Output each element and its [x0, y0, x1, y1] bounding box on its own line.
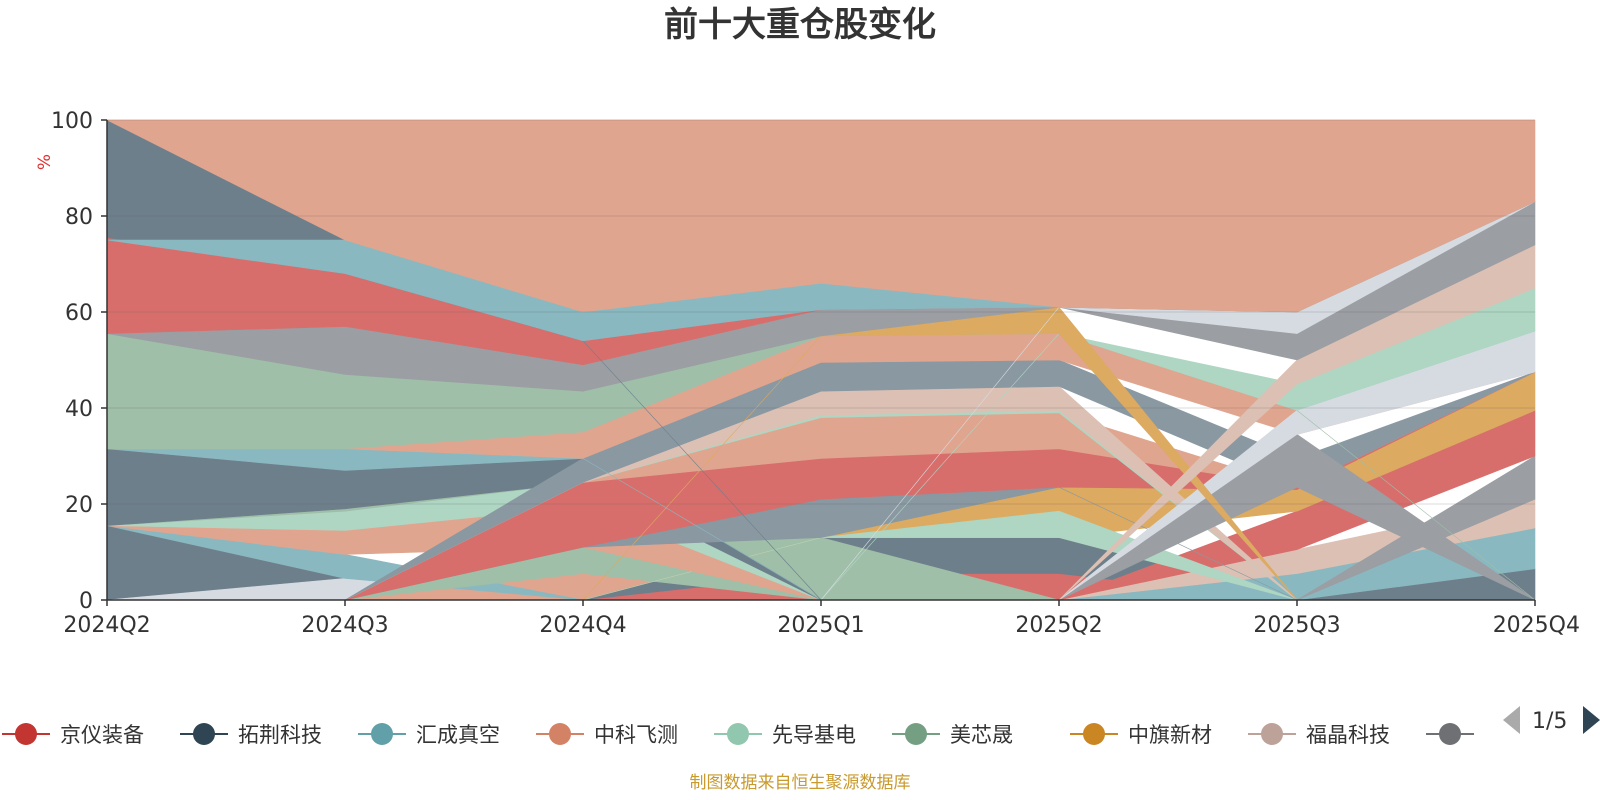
legend-label: 先导基电 [772, 723, 856, 747]
legend-prev-icon[interactable] [1503, 706, 1520, 734]
x-tick-label: 2024Q3 [301, 613, 388, 638]
x-tick-label: 2025Q4 [1493, 613, 1580, 638]
legend-item[interactable]: 汇成真空 [358, 723, 500, 747]
legend-item[interactable]: 京仪装备 [2, 723, 144, 747]
legend-circle-marker [549, 723, 571, 745]
x-tick-label: 2024Q2 [63, 613, 150, 638]
legend-circle-marker [15, 723, 37, 745]
data-source-footer: 制图数据来自恒生聚源数据库 [690, 773, 911, 793]
y-tick-label: 40 [65, 397, 93, 422]
area-bands [106, 119, 1536, 601]
legend-item[interactable]: 拓荆科技 [180, 723, 322, 747]
legend-label: 美芯晟 [950, 723, 1013, 747]
legend-label: 拓荆科技 [238, 723, 322, 747]
legend-circle-marker [1083, 723, 1105, 745]
legend-circle-marker [1439, 723, 1461, 745]
y-tick-label: 60 [65, 301, 93, 326]
legend: 京仪装备 拓荆科技 汇成真空 中科飞测 先导基电 美芯晟 中旗新材 福晶科技 芯源微 1/5 [2, 706, 1600, 747]
legend-item[interactable]: 芯源微 [1426, 723, 1547, 747]
chart-title: 前十大重仓股变化 [664, 5, 936, 45]
legend-pager: 1/5 [1503, 706, 1600, 734]
y-tick-label: 80 [65, 205, 93, 230]
grid-lines [107, 119, 1535, 505]
x-tick-label: 2025Q3 [1253, 613, 1340, 638]
x-tick-label: 2025Q1 [777, 613, 864, 638]
area-band-35 [106, 119, 1536, 313]
legend-item[interactable]: 美芯晟 [892, 723, 1013, 747]
legend-circle-marker [193, 723, 215, 745]
legend-item[interactable]: 中科飞测 [536, 723, 678, 747]
y-tick-label: 100 [51, 109, 93, 134]
legend-label: 中科飞测 [594, 723, 678, 747]
axes: 0 20 40 60 80 100 2024Q2 2024Q3 2024Q4 2025Q1 2025… [51, 109, 1580, 638]
legend-circle-marker [727, 723, 749, 745]
x-tick-label: 2024Q4 [539, 613, 626, 638]
legend-circle-marker [1261, 723, 1283, 745]
y-tick-label: 20 [65, 493, 93, 518]
legend-page-indicator: 1/5 [1532, 709, 1567, 734]
legend-label: 福晶科技 [1306, 723, 1390, 747]
legend-next-icon[interactable] [1583, 706, 1600, 734]
legend-item[interactable]: 先导基电 [714, 723, 856, 747]
legend-label: 京仪装备 [60, 723, 144, 747]
y-tick-label: 0 [79, 589, 93, 614]
legend-item[interactable]: 福晶科技 [1248, 723, 1390, 747]
legend-label: 中旗新材 [1128, 723, 1212, 747]
legend-circle-marker [371, 723, 393, 745]
legend-circle-marker [905, 723, 927, 745]
y-axis-unit: % [35, 154, 55, 170]
legend-item[interactable]: 中旗新材 [1070, 723, 1212, 747]
legend-label: 汇成真空 [416, 723, 500, 747]
x-tick-label: 2025Q2 [1015, 613, 1102, 638]
